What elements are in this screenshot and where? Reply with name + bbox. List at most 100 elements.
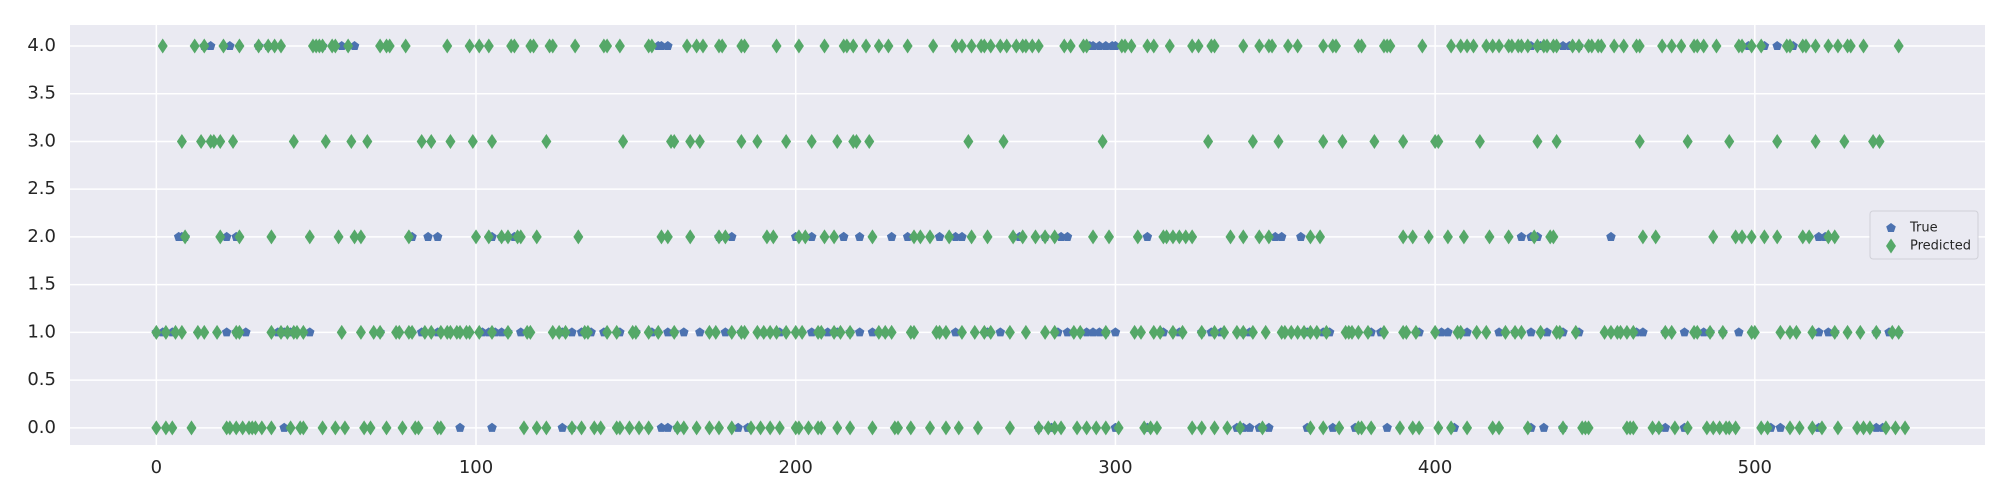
predicted-point xyxy=(1676,38,1687,54)
predicted-point xyxy=(151,324,162,340)
true-point xyxy=(902,231,913,241)
true-point xyxy=(1382,422,1392,432)
predicted-point xyxy=(541,133,552,149)
true-point xyxy=(663,422,673,432)
predicted-point xyxy=(793,420,804,436)
true-point xyxy=(1775,422,1786,432)
predicted-point xyxy=(1203,133,1214,149)
predicted-point xyxy=(1148,38,1159,54)
predicted-point xyxy=(1337,133,1348,149)
predicted-point xyxy=(487,324,498,340)
predicted-point xyxy=(1196,420,1207,436)
predicted-point xyxy=(1174,229,1185,245)
predicted-point xyxy=(547,38,558,54)
predicted-point xyxy=(1548,229,1559,245)
predicted-point xyxy=(704,420,715,436)
predicted-point xyxy=(1698,38,1709,54)
predicted-point xyxy=(570,38,581,54)
true-point xyxy=(1814,327,1824,337)
predicted-point xyxy=(1810,133,1821,149)
x-tick-label: 100 xyxy=(459,457,493,478)
predicted-point xyxy=(1692,38,1703,54)
true-point xyxy=(867,327,878,337)
predicted-point xyxy=(736,133,747,149)
predicted-point xyxy=(1455,324,1466,340)
predicted-point xyxy=(560,324,571,340)
predicted-point xyxy=(180,229,191,245)
predicted-point xyxy=(630,324,641,340)
predicted-point xyxy=(797,324,808,340)
predicted-point xyxy=(176,324,187,340)
predicted-point xyxy=(1254,229,1265,245)
predicted-point xyxy=(915,229,926,245)
true-point xyxy=(1094,41,1105,50)
predicted-point xyxy=(602,324,613,340)
predicted-point xyxy=(212,324,223,340)
true-point xyxy=(822,327,833,337)
predicted-point xyxy=(1516,324,1527,340)
predicted-point xyxy=(1669,420,1680,436)
predicted-point xyxy=(611,324,622,340)
predicted-point xyxy=(1334,420,1345,436)
predicted-point xyxy=(192,324,203,340)
true-point xyxy=(1660,422,1671,432)
predicted-point xyxy=(634,420,645,436)
predicted-point xyxy=(1081,420,1092,436)
true-point xyxy=(1142,231,1153,241)
predicted-point xyxy=(1407,420,1418,436)
predicted-point xyxy=(1423,229,1434,245)
predicted-point xyxy=(781,324,792,340)
predicted-point xyxy=(1705,324,1716,340)
predicted-point xyxy=(1398,133,1409,149)
predicted-point xyxy=(483,229,494,245)
predicted-point xyxy=(1816,420,1827,436)
predicted-point xyxy=(1075,324,1086,340)
predicted-point xyxy=(573,229,584,245)
predicted-point xyxy=(867,420,878,436)
predicted-point xyxy=(1238,38,1249,54)
predicted-point xyxy=(330,38,341,54)
predicted-point xyxy=(1353,324,1364,340)
predicted-point xyxy=(359,420,370,436)
predicted-point xyxy=(739,324,750,340)
true-point xyxy=(695,327,705,337)
true-point xyxy=(995,327,1006,337)
predicted-point xyxy=(276,324,287,340)
predicted-point xyxy=(1219,324,1230,340)
predicted-point xyxy=(1167,324,1178,340)
true-point xyxy=(1296,231,1306,241)
predicted-point xyxy=(266,324,277,340)
predicted-point xyxy=(355,324,366,340)
true-point xyxy=(305,327,315,337)
true-point xyxy=(1638,327,1648,337)
predicted-point xyxy=(1823,229,1834,245)
predicted-point xyxy=(1187,229,1198,245)
predicted-point xyxy=(1318,420,1329,436)
predicted-point xyxy=(1004,420,1015,436)
predicted-point xyxy=(1446,420,1457,436)
predicted-point xyxy=(509,38,520,54)
predicted-point xyxy=(1653,420,1664,436)
predicted-point xyxy=(1506,38,1517,54)
predicted-point xyxy=(304,229,315,245)
predicted-point xyxy=(803,420,814,436)
predicted-point xyxy=(848,38,859,54)
predicted-point xyxy=(765,324,776,340)
predicted-point xyxy=(1468,38,1479,54)
predicted-point xyxy=(1225,229,1236,245)
predicted-point xyxy=(1880,420,1891,436)
predicted-point xyxy=(790,324,801,340)
true-point xyxy=(349,41,360,50)
predicted-point xyxy=(1417,38,1428,54)
true-point xyxy=(1264,422,1274,432)
predicted-point xyxy=(1784,420,1795,436)
true-point xyxy=(557,422,568,432)
predicted-point xyxy=(1628,324,1639,340)
predicted-point xyxy=(407,324,418,340)
true-point xyxy=(1110,41,1121,50)
legend-true-pentagon xyxy=(1886,223,1896,232)
predicted-point xyxy=(1794,420,1805,436)
predicted-point xyxy=(956,38,967,54)
predicted-point xyxy=(455,324,466,340)
predicted-point xyxy=(845,420,856,436)
